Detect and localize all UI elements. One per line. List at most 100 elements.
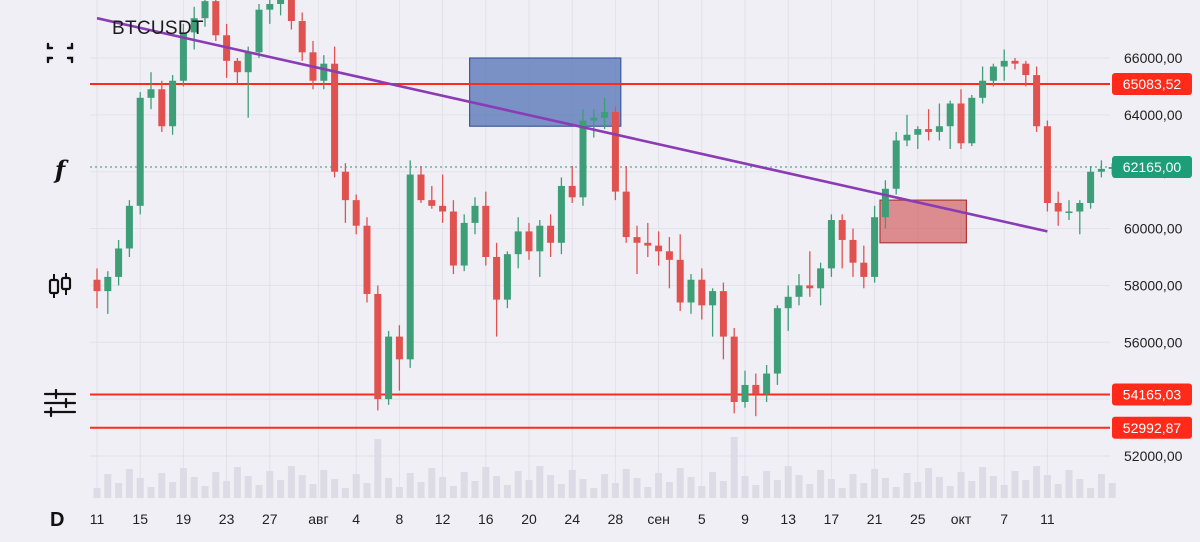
volume-bar bbox=[935, 477, 943, 498]
candle bbox=[277, 0, 285, 16]
candle-body bbox=[1076, 202, 1084, 212]
candle-body bbox=[374, 293, 382, 400]
candle bbox=[773, 305, 781, 385]
volume-bar bbox=[763, 471, 771, 498]
x-tick-label: 13 bbox=[780, 511, 796, 527]
candle bbox=[525, 222, 533, 260]
candle-body bbox=[503, 254, 511, 300]
volume-bar bbox=[1043, 475, 1051, 498]
volume-bar bbox=[968, 481, 976, 498]
candle bbox=[244, 46, 252, 118]
chart-type-candles-icon[interactable] bbox=[40, 271, 80, 301]
volume-bar bbox=[233, 467, 241, 498]
candle bbox=[709, 288, 717, 337]
volume-bar bbox=[1087, 488, 1095, 498]
candle bbox=[860, 245, 868, 289]
volume-bar bbox=[817, 470, 825, 498]
candle bbox=[460, 214, 468, 272]
candle-body bbox=[493, 257, 501, 300]
candle-body bbox=[579, 120, 587, 198]
candle-body bbox=[676, 259, 684, 303]
price-tag-label: 62165,00 bbox=[1123, 159, 1182, 175]
volume-bar bbox=[655, 473, 663, 498]
candle-body bbox=[1022, 63, 1030, 76]
candle-body bbox=[1043, 126, 1051, 203]
indicators-icon[interactable]: f bbox=[40, 155, 80, 185]
candle bbox=[179, 23, 187, 87]
volume-bar bbox=[201, 486, 209, 498]
candle-body bbox=[331, 63, 339, 172]
y-tick-label: 64000,00 bbox=[1124, 107, 1183, 123]
candle-body bbox=[395, 336, 403, 360]
candle bbox=[881, 180, 889, 229]
x-tick-label: 11 bbox=[1040, 511, 1055, 527]
candle-body bbox=[190, 18, 198, 33]
fullscreen-icon[interactable] bbox=[40, 38, 80, 68]
x-tick-label: 20 bbox=[521, 511, 537, 527]
candle bbox=[1076, 200, 1084, 235]
last-price-tag: 62165,00 bbox=[1112, 156, 1192, 179]
candle bbox=[1022, 60, 1030, 87]
candle-body bbox=[104, 276, 112, 292]
volume-bar bbox=[838, 488, 846, 498]
candle-body bbox=[115, 248, 123, 277]
volume-bar bbox=[795, 475, 803, 498]
price-tag-label: 54165,03 bbox=[1123, 386, 1182, 402]
candle-body bbox=[817, 268, 825, 289]
volume-bar bbox=[287, 466, 295, 498]
candle bbox=[93, 268, 101, 309]
volume-bar bbox=[331, 479, 339, 498]
candle bbox=[428, 185, 436, 209]
candle-body bbox=[644, 242, 652, 246]
candle bbox=[676, 234, 684, 312]
volume-bar bbox=[352, 474, 360, 498]
candle bbox=[871, 205, 879, 283]
x-tick-label: 23 bbox=[219, 511, 235, 527]
x-tick-label: 16 bbox=[478, 511, 494, 527]
candle-body bbox=[806, 285, 814, 289]
candle bbox=[590, 109, 598, 138]
volume-bar bbox=[1065, 470, 1073, 498]
x-tick-label: сен bbox=[647, 511, 670, 527]
volume-bar bbox=[503, 485, 511, 498]
interval-button[interactable]: D bbox=[50, 509, 65, 531]
candle bbox=[806, 251, 814, 297]
candle-body bbox=[946, 103, 954, 127]
volume-bar bbox=[1000, 485, 1008, 498]
volume-bar bbox=[320, 470, 328, 498]
candle-body bbox=[277, 0, 285, 4]
candle bbox=[568, 166, 576, 203]
candle bbox=[784, 285, 792, 331]
volume-bar bbox=[493, 476, 501, 498]
volume-bar bbox=[892, 487, 900, 498]
candle-body bbox=[266, 3, 274, 10]
price-tag-label: 52992,87 bbox=[1123, 420, 1182, 436]
volume-bar bbox=[989, 476, 997, 498]
candle bbox=[838, 214, 846, 269]
candle-body bbox=[158, 89, 166, 127]
candle bbox=[115, 239, 123, 286]
volume-bar bbox=[1022, 480, 1030, 498]
candle-body bbox=[601, 112, 609, 118]
svg-text:f: f bbox=[53, 155, 69, 184]
candle-body bbox=[860, 262, 868, 277]
volume-bar bbox=[827, 479, 835, 498]
candle-body bbox=[1087, 171, 1095, 203]
candle bbox=[795, 274, 803, 306]
candle-body bbox=[935, 126, 943, 132]
candle-body bbox=[730, 336, 738, 402]
candle-body bbox=[568, 185, 576, 198]
candle-body bbox=[881, 188, 889, 218]
candle bbox=[374, 285, 382, 411]
candles bbox=[93, 0, 1116, 417]
settings-sliders-icon[interactable] bbox=[40, 388, 80, 418]
supply-zone bbox=[469, 57, 622, 127]
candle-body bbox=[590, 117, 598, 121]
candle bbox=[903, 114, 911, 147]
candle-body bbox=[233, 60, 241, 73]
candle bbox=[136, 92, 144, 215]
candle bbox=[212, 0, 220, 41]
candle bbox=[233, 58, 241, 84]
candle bbox=[514, 217, 522, 269]
